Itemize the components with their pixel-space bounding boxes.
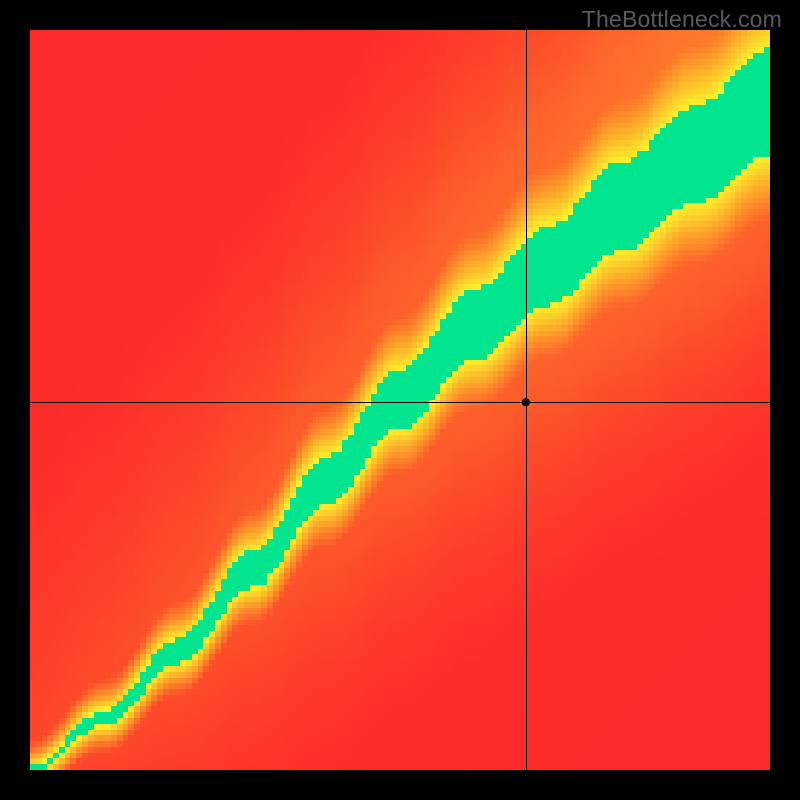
bottleneck-heatmap-canvas	[0, 0, 800, 800]
bottleneck-heatmap-container: { "watermark": { "text": "TheBottleneck.…	[0, 0, 800, 800]
watermark-text: TheBottleneck.com	[582, 6, 782, 33]
